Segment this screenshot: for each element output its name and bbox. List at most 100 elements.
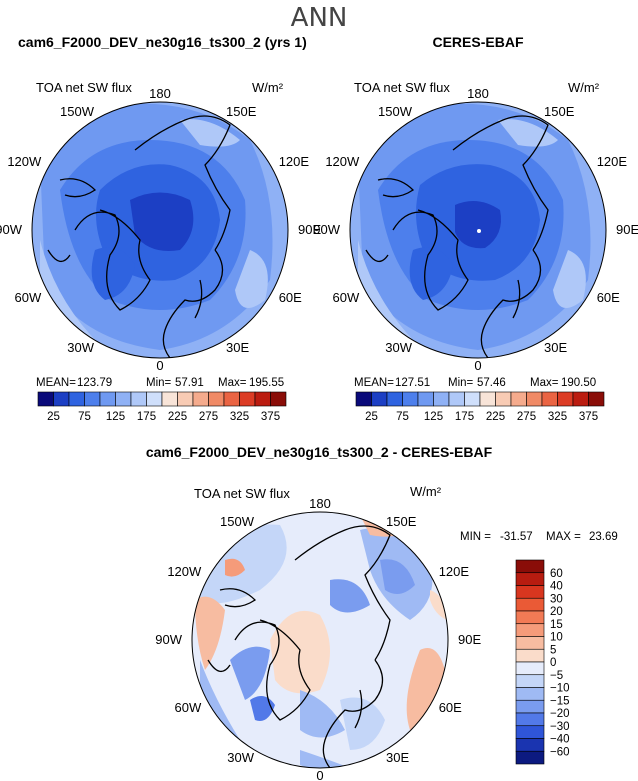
diff-lon-label: 60W [175,700,202,715]
diff-lon-label: 120W [167,564,202,579]
ref-lon-label: 90W [313,222,340,237]
diff-lon-label: 30W [227,750,254,765]
diff-min-label: MIN = [460,531,491,543]
diff-colorbar-label: 5 [550,644,556,656]
test-map-outline [31,101,289,359]
ref-lon-label: 120W [325,154,360,169]
ref-colorbar-swatch [448,391,465,407]
diff-lon-label: 60E [439,700,462,715]
diff-lon-label: 0 [316,768,323,781]
test-colorbar-swatch [223,391,240,407]
test-lon-label: 30W [67,340,94,355]
diff-map-field [192,512,448,768]
diff-lon-label: 180 [309,496,331,511]
diff-colorbar-label: −40 [550,734,570,746]
ref-map-panel: TOA net SW flux W/m² 180 150E 120E 90E 60E 30… [313,80,638,373]
test-mean-value: 123.79 [77,377,112,389]
diff-colorbar-label: −10 [550,683,570,695]
ref-colorbar-label: 175 [455,411,474,423]
diff-colorbar-label: 15 [550,619,563,631]
diff-longitude-labels: 180 150E 120E 90E 60E 30E 0 30W 60W 90W 120W 150W [155,496,481,781]
test-colorbar-swatch [192,391,209,407]
test-map-panel: TOA net SW flux W/m² 180 150E 120E 90E 60E 30… [0,80,321,373]
diff-colorbar-label: 20 [550,606,563,618]
test-lon-label: 150W [60,104,95,119]
test-colorbar-swatch [239,391,256,407]
test-lon-label: 60E [279,290,302,305]
test-colorbar-label: 375 [261,411,280,423]
diff-lon-label: 30E [386,750,409,765]
ref-colorbar-label: 375 [579,411,598,423]
season-title: ANN [291,3,348,33]
ref-mean-label: MEAN= [354,377,394,389]
test-colorbar-swatch [208,391,225,407]
ref-colorbar-label: 25 [365,411,378,423]
test-colorbar-swatch [130,391,147,407]
ref-lon-label: 90E [616,222,638,237]
test-lon-label: 0 [156,358,163,373]
diff-colorbar-label: −60 [550,746,570,758]
diff-min-value: -31.57 [500,531,533,543]
ref-lon-label: 30E [544,340,567,355]
test-colorbar-swatch [53,391,70,407]
diff-colorbar-swatch [515,585,545,599]
diff-colorbar-swatch [515,661,545,676]
test-stats: MEAN= 123.79 Min= 57.91 Max= 195.55 [36,377,284,389]
diff-colorbar-swatch [515,699,545,714]
diff-lon-label: 120E [439,564,470,579]
diff-max-label: MAX = [546,531,581,543]
ref-lon-label: 180 [467,86,489,101]
test-variable-label: TOA net SW flux [36,80,132,95]
test-max-label: Max= [218,377,247,389]
test-colorbar-swatch [254,391,271,407]
ref-colorbar-label: 225 [486,411,505,423]
test-colorbar-swatch [115,391,132,407]
diff-colorbar-swatch [515,725,545,739]
diff-colorbar-label: 30 [550,593,563,605]
ref-lon-label: 0 [474,358,481,373]
ref-colorbar-label: 325 [548,411,567,423]
ref-lon-label: 150W [378,104,413,119]
ref-lon-label: 30W [385,340,412,355]
diff-map-panel: TOA net SW flux W/m² [155,484,481,781]
test-colorbar-swatch [177,391,194,407]
test-lon-label: 120E [279,154,310,169]
test-colorbar-label: 325 [230,411,249,423]
test-colorbar-swatch [68,391,85,407]
diff-colorbar-swatch [515,712,545,727]
ref-lon-label: 150E [544,104,575,119]
diff-colorbar-label: −5 [550,670,563,682]
diff-colorbar-swatch [515,648,545,663]
diff-units-label: W/m² [410,484,442,499]
test-min-label: Min= [146,377,172,389]
diff-colorbar-swatch [515,623,545,637]
ref-missing-data-dot [477,229,481,233]
test-min-value: 57.91 [175,377,204,389]
ref-variable-label: TOA net SW flux [354,80,450,95]
test-panel-title: cam6_F2000_DEV_ne30g16_ts300_2 (yrs 1) [18,34,307,50]
ref-colorbar-swatch [495,391,512,407]
diff-colorbar-swatch [515,572,545,586]
test-colorbar-swatch [84,391,101,407]
ref-min-value: 57.46 [477,377,506,389]
ref-colorbar-label: 275 [517,411,536,423]
test-colorbar-label: 225 [168,411,187,423]
diff-max-value: 23.69 [589,531,618,543]
ref-map-outline [349,101,607,359]
test-lon-label: 90E [298,222,321,237]
ref-units-label: W/m² [568,80,600,95]
ref-max-value: 190.50 [561,377,596,389]
diff-lon-label: 150W [220,514,255,529]
ref-colorbar-swatch [402,391,419,407]
ref-max-label: Max= [530,377,559,389]
ref-colorbar-swatch [526,391,543,407]
test-colorbar-swatch [37,391,54,407]
test-colorbar-label: 175 [137,411,156,423]
test-units-label: W/m² [252,80,284,95]
test-lon-label: 120W [7,154,42,169]
test-colorbar-label: 25 [47,411,60,423]
diff-stats: MIN = -31.57 MAX = 23.69 [460,531,618,543]
ref-panel-title: CERES-EBAF [432,34,523,50]
